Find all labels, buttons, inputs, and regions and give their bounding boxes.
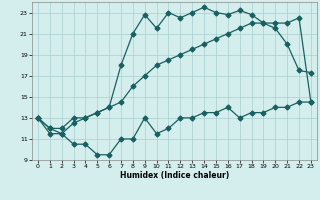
X-axis label: Humidex (Indice chaleur): Humidex (Indice chaleur): [120, 171, 229, 180]
